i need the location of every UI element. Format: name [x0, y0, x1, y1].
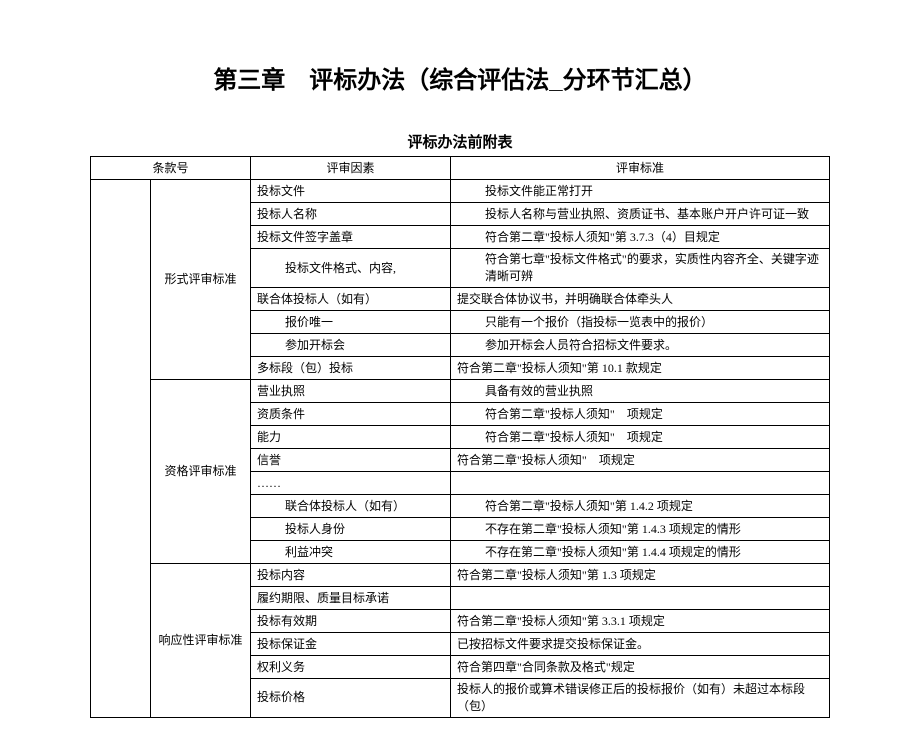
standard-cell: 符合第二章"投标人须知" 项规定	[451, 426, 830, 449]
standard-cell: 不存在第二章"投标人须知"第 1.4.3 项规定的情形	[451, 518, 830, 541]
factor-cell: 投标保证金	[251, 633, 451, 656]
review-table: 条款号 评审因素 评审标准 形式评审标准投标文件投标文件能正常打开投标人名称投标…	[90, 156, 830, 718]
standard-cell: 符合第二章"投标人须知" 项规定	[451, 403, 830, 426]
standard-cell: 符合第二章"投标人须知" 项规定	[451, 449, 830, 472]
factor-cell: 利益冲突	[251, 541, 451, 564]
factor-cell: ……	[251, 472, 451, 495]
factor-cell: 联合体投标人（如有）	[251, 495, 451, 518]
table-row: 形式评审标准投标文件投标文件能正常打开	[91, 180, 830, 203]
factor-cell: 参加开标会	[251, 334, 451, 357]
group-label: 形式评审标准	[151, 180, 251, 380]
standard-cell: 投标人名称与营业执照、资质证书、基本账户开户许可证一致	[451, 203, 830, 226]
factor-cell: 能力	[251, 426, 451, 449]
table-row: 资格评审标准营业执照具备有效的营业执照	[91, 380, 830, 403]
standard-cell	[451, 587, 830, 610]
standard-cell: 提交联合体协议书，并明确联合体牵头人	[451, 288, 830, 311]
table-row: 响应性评审标准投标内容符合第二章"投标人须知"第 1.3 项规定	[91, 564, 830, 587]
factor-cell: 投标人身份	[251, 518, 451, 541]
table-header-row: 条款号 评审因素 评审标准	[91, 157, 830, 180]
factor-cell: 投标文件格式、内容,	[251, 249, 451, 288]
page-title: 第三章 评标办法（综合评估法_分环节汇总）	[90, 60, 830, 95]
standard-cell: 符合第二章"投标人须知"第 10.1 款规定	[451, 357, 830, 380]
standard-cell: 只能有一个报价（指投标一览表中的报价）	[451, 311, 830, 334]
factor-cell: 投标有效期	[251, 610, 451, 633]
factor-cell: 权利义务	[251, 656, 451, 679]
col-header-clause: 条款号	[91, 157, 251, 180]
group-label: 响应性评审标准	[151, 564, 251, 718]
factor-cell: 投标价格	[251, 679, 451, 718]
factor-cell: 多标段（包）投标	[251, 357, 451, 380]
col-header-factor: 评审因素	[251, 157, 451, 180]
clause-number-cell	[91, 180, 151, 718]
standard-cell: 不存在第二章"投标人须知"第 1.4.4 项规定的情形	[451, 541, 830, 564]
factor-cell: 营业执照	[251, 380, 451, 403]
standard-cell: 投标文件能正常打开	[451, 180, 830, 203]
standard-cell: 符合第二章"投标人须知"第 3.3.1 项规定	[451, 610, 830, 633]
standard-cell: 符合第四章"合同条款及格式"规定	[451, 656, 830, 679]
standard-cell: 符合第七章"投标文件格式"的要求，实质性内容齐全、关键字迹清晰可辨	[451, 249, 830, 288]
factor-cell: 投标人名称	[251, 203, 451, 226]
factor-cell: 信誉	[251, 449, 451, 472]
standard-cell	[451, 472, 830, 495]
standard-cell: 符合第二章"投标人须知"第 1.3 项规定	[451, 564, 830, 587]
group-label: 资格评审标准	[151, 380, 251, 564]
factor-cell: 资质条件	[251, 403, 451, 426]
standard-cell: 投标人的报价或算术错误修正后的投标报价（如有）未超过本标段（包）	[451, 679, 830, 718]
standard-cell: 具备有效的营业执照	[451, 380, 830, 403]
factor-cell: 投标文件	[251, 180, 451, 203]
factor-cell: 履约期限、质量目标承诺	[251, 587, 451, 610]
standard-cell: 参加开标会人员符合招标文件要求。	[451, 334, 830, 357]
standard-cell: 已按招标文件要求提交投标保证金。	[451, 633, 830, 656]
col-header-standard: 评审标准	[451, 157, 830, 180]
factor-cell: 投标内容	[251, 564, 451, 587]
table-title: 评标办法前附表	[90, 131, 830, 152]
standard-cell: 符合第二章"投标人须知"第 1.4.2 项规定	[451, 495, 830, 518]
standard-cell: 符合第二章"投标人须知"第 3.7.3（4）目规定	[451, 226, 830, 249]
factor-cell: 联合体投标人（如有）	[251, 288, 451, 311]
factor-cell: 投标文件签字盖章	[251, 226, 451, 249]
factor-cell: 报价唯一	[251, 311, 451, 334]
